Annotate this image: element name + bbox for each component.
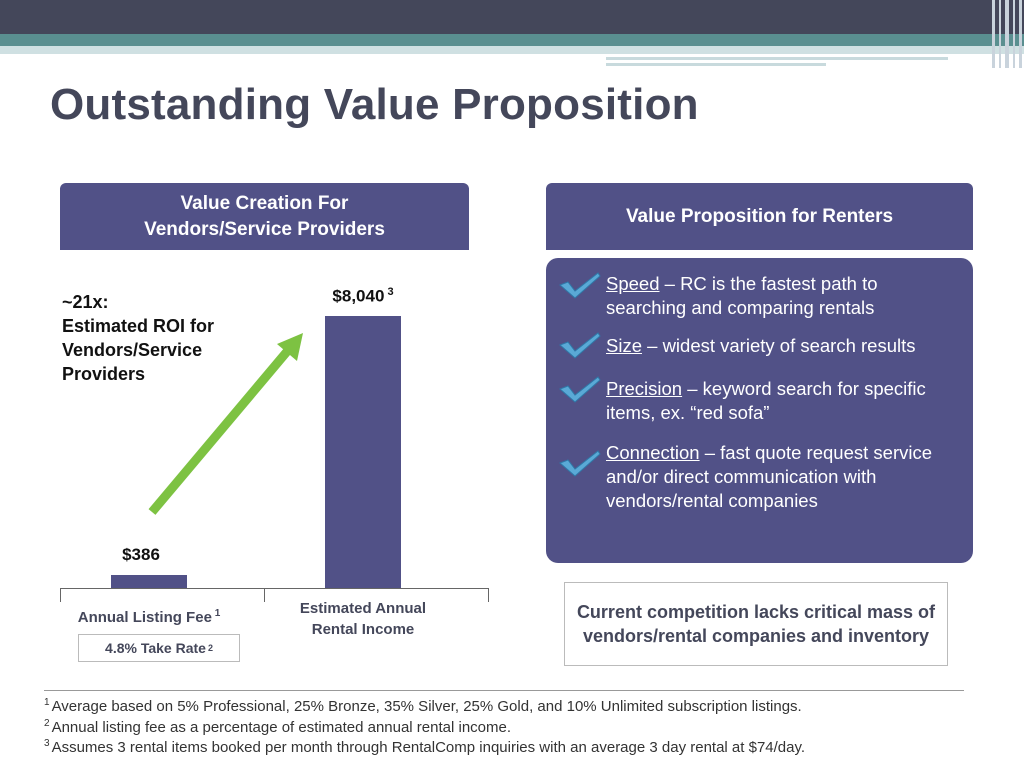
chart-category-label: Annual Listing Fee 1 — [49, 603, 249, 628]
roi-annotation: ~21x: Estimated ROI for Vendors/Service … — [62, 290, 214, 386]
chart-axis-tick — [264, 588, 265, 602]
value-description: – fast quote request service and/or dire… — [606, 442, 932, 511]
value-keyword: Connection — [606, 442, 700, 463]
value-keyword: Speed — [606, 273, 660, 294]
value-description: – widest variety of search results — [642, 335, 916, 356]
footnote: 2 Annual listing fee as a percentage of e… — [44, 718, 511, 736]
renter-value-list: Speed – RC is the fastest path to search… — [546, 258, 973, 563]
vendor-value-header: Value Creation For Vendors/Service Provi… — [60, 183, 469, 250]
roi-line: ~21x: — [62, 292, 109, 312]
footnote-text: Assumes 3 rental items booked per month … — [51, 739, 806, 756]
top-stripe-teal — [0, 34, 1024, 46]
footnote: 1 Average based on 5% Professional, 25% B… — [44, 697, 802, 715]
roi-line: Vendors/Service — [62, 340, 203, 360]
footnote-text: Average based on 5% Professional, 25% Br… — [51, 698, 802, 715]
footnote-number: 3 — [44, 738, 50, 749]
competition-callout: Current competition lacks critical mass … — [564, 582, 948, 666]
footnote-divider — [44, 690, 964, 691]
take-rate-text: 4.8% Take Rate — [105, 640, 206, 656]
top-stripe-light — [0, 46, 1024, 54]
chart-data-label: $386 — [122, 545, 160, 564]
value-description: – RC is the fastest path to searching an… — [606, 273, 878, 318]
take-rate-footnote-ref: 2 — [207, 643, 213, 653]
value-item-speed: Speed – RC is the fastest path to search… — [606, 272, 961, 320]
take-rate-box: 4.8% Take Rate 2 — [78, 634, 240, 662]
top-banner — [0, 0, 1024, 34]
checkmark-icon — [559, 332, 601, 359]
vendor-value-header-line2: Vendors/Service Providers — [144, 218, 385, 240]
value-keyword: Precision — [606, 378, 683, 399]
chart-bar — [111, 575, 187, 588]
chart-data-label: $8,040 3 — [332, 286, 394, 306]
chart-axis-tick — [488, 588, 489, 602]
chart-category-label: Estimated Annual Rental Income — [263, 598, 463, 640]
top-stripe-line — [606, 57, 948, 60]
footnote: 3 Assumes 3 rental items booked per month… — [44, 738, 805, 756]
chart-x-axis — [60, 588, 489, 589]
chart-bar — [325, 316, 401, 588]
slide-title: Outstanding Value Proposition — [50, 80, 699, 129]
roi-line: Providers — [62, 364, 146, 384]
top-stripe-line — [606, 63, 826, 66]
chart-category-line: Estimated Annual — [299, 600, 427, 617]
roi-line: Estimated ROI for — [62, 316, 215, 336]
value-keyword: Size — [606, 335, 642, 356]
value-item-size: Size – widest variety of search results — [606, 334, 961, 358]
vendor-value-header-line1: Value Creation For — [180, 192, 349, 214]
chart-category-footnote-ref: 1 — [211, 608, 221, 619]
value-item-connection: Connection – fast quote request service … — [606, 441, 961, 513]
value-description: – keyword search for specific items, ex.… — [606, 378, 926, 423]
checkmark-icon — [559, 376, 601, 403]
chart-category-line: Rental Income — [311, 621, 415, 638]
top-right-bars — [990, 0, 1024, 68]
chart-data-label-footnote-ref: 3 — [384, 286, 394, 298]
footnote-number: 1 — [44, 697, 50, 708]
chart-axis-tick — [60, 588, 61, 602]
footnote-text: Annual listing fee as a percentage of es… — [51, 719, 512, 736]
footnote-number: 2 — [44, 718, 50, 729]
checkmark-icon — [559, 272, 601, 299]
chart-category-line: Annual Listing Fee 1 — [77, 608, 221, 626]
value-item-precision: Precision – keyword search for specific … — [606, 377, 961, 425]
checkmark-icon — [559, 450, 601, 477]
renter-value-header: Value Proposition for Renters — [546, 183, 973, 250]
